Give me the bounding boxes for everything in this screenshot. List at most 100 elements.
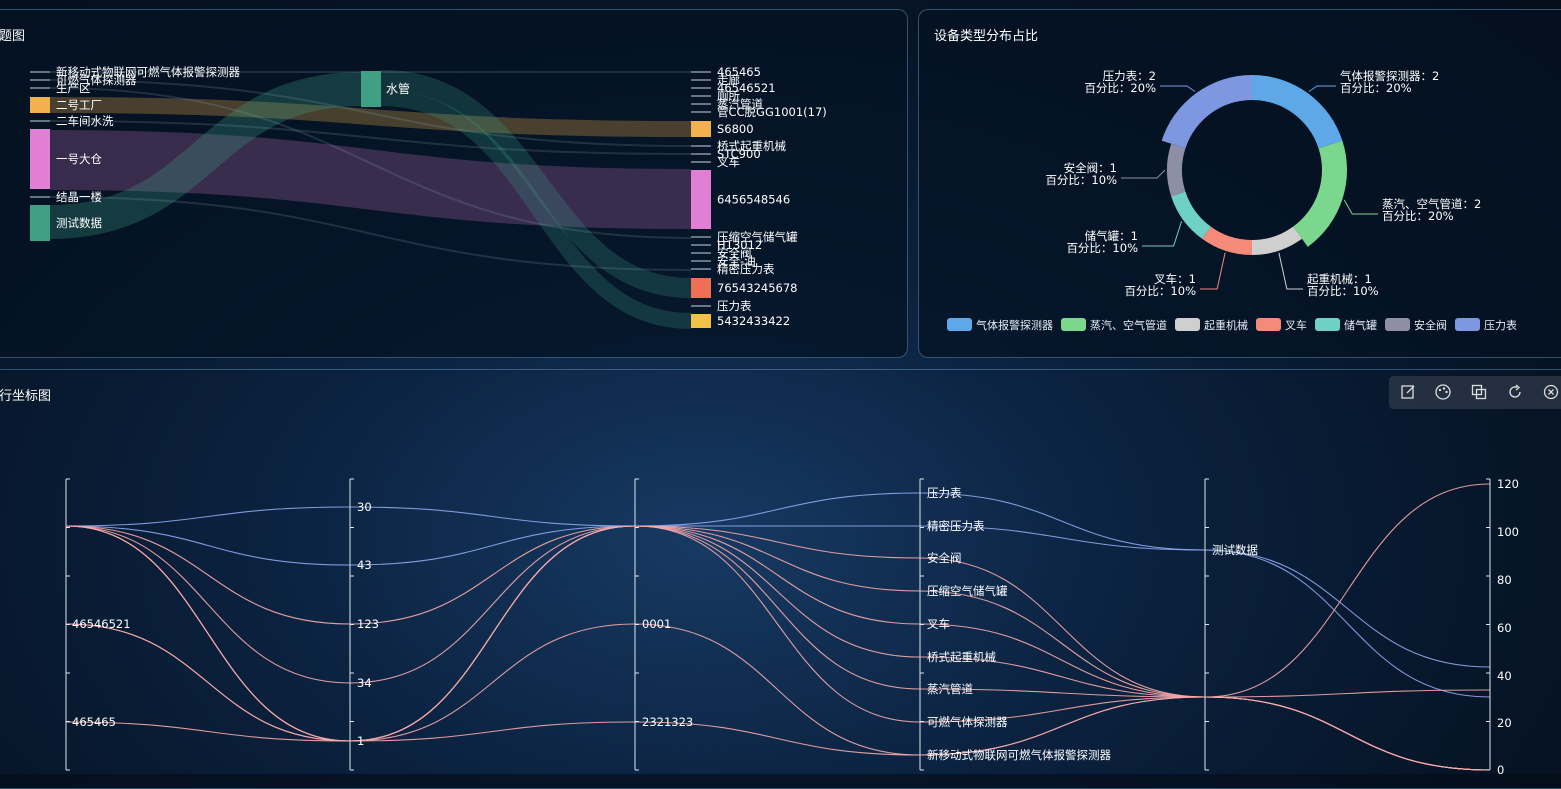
pie-label-line	[1142, 220, 1183, 247]
sankey-panel	[0, 9, 908, 358]
sankey-node[interactable]	[691, 170, 711, 229]
pie-chart: 气体报警探测器：2百分比：20%蒸汽、空气管道：2百分比：20%起重机械：1百分…	[1045, 69, 1481, 298]
pie-label-percent: 百分比：10%	[1066, 241, 1138, 255]
pie-label-line	[1121, 169, 1166, 179]
parallel-line[interactable]	[65, 492, 1491, 668]
axis-label: 0	[1497, 763, 1504, 774]
sankey-node[interactable]	[691, 121, 711, 137]
sankey-node-label: 厕所	[717, 89, 740, 103]
pie-label-name: 压力表：2	[1103, 69, 1156, 83]
pie-legend: 气体报警探测器 蒸汽、空气管道 起重机械 叉车 储气罐 安全阀 压力表	[947, 314, 1525, 332]
legend-swatch	[1175, 318, 1200, 331]
edit-icon[interactable]	[1399, 383, 1417, 401]
legend-swatch	[1385, 318, 1410, 331]
sankey-node[interactable]	[30, 97, 50, 113]
axis-label: 43	[357, 558, 372, 572]
sankey-node[interactable]	[30, 205, 50, 241]
axis-label: 桥式起重机械	[927, 650, 996, 664]
legend-label: 叉车	[1285, 319, 1307, 332]
pie-label-name: 气体报警探测器：2	[1340, 69, 1439, 83]
pie-slice[interactable]	[1293, 140, 1347, 247]
sankey-node-label: 结晶一楼	[56, 190, 102, 204]
toolbox	[1389, 376, 1561, 409]
pie-label-name: 叉车：1	[1154, 272, 1196, 286]
sankey-node[interactable]	[361, 71, 381, 107]
sankey-node-label: H13012	[717, 238, 762, 252]
axis-label: 精密压力表	[927, 519, 985, 533]
sankey-node-label: 精密压力表	[717, 262, 775, 276]
sankey-node-label: STC900	[717, 147, 761, 161]
legend-item[interactable]: 压力表	[1455, 317, 1517, 333]
axis-label: 46546521	[72, 617, 131, 631]
legend-swatch	[1061, 318, 1086, 331]
sankey-node-label: 76543245678	[717, 281, 797, 295]
pie-label-name: 安全阀：1	[1064, 161, 1117, 175]
sankey-node[interactable]	[30, 129, 50, 189]
legend-swatch	[1455, 318, 1480, 331]
pie-label-percent: 百分比：20%	[1084, 81, 1156, 95]
parallel-title: 行坐标图	[0, 389, 52, 404]
pie-label-line	[1278, 252, 1303, 290]
pie-slice[interactable]	[1252, 75, 1343, 149]
close-icon[interactable]	[1542, 383, 1560, 401]
sankey-node-label: 叉车	[717, 155, 740, 169]
refresh-icon[interactable]	[1506, 383, 1524, 401]
legend-item[interactable]: 安全阀	[1385, 317, 1447, 333]
parallel-line[interactable]	[65, 483, 1491, 756]
axis-label: 120	[1497, 477, 1519, 491]
axis-label: 0001	[642, 617, 671, 631]
legend-label: 起重机械	[1204, 319, 1248, 332]
sankey-node-label: 桥式起重机械	[717, 139, 786, 153]
pie-label-name: 起重机械：1	[1307, 272, 1372, 286]
palette-icon[interactable]	[1434, 383, 1452, 401]
sankey-node-label: S6800	[717, 122, 754, 136]
sankey-node-label: 压缩空气储气罐	[717, 230, 798, 244]
pie-label-line	[1160, 85, 1196, 92]
sankey-node-label: 46546521	[717, 81, 776, 95]
legend-item[interactable]: 气体报警探测器	[947, 317, 1053, 333]
sankey-node-label: 一号大仓	[56, 152, 102, 166]
pie-label-percent: 百分比：10%	[1307, 284, 1379, 298]
pie-label-percent: 百分比：20%	[1340, 81, 1412, 95]
sankey-node-label: 二车间水洗	[56, 114, 114, 128]
legend-item[interactable]: 储气罐	[1315, 317, 1377, 333]
parallel-line[interactable]	[65, 525, 1491, 698]
sankey-node-label: 465465	[717, 65, 761, 79]
legend-label: 蒸汽、空气管道	[1090, 319, 1167, 332]
pie-title: 设备类型分布占比	[934, 29, 1039, 44]
legend-item[interactable]: 叉车	[1256, 317, 1307, 333]
sankey-node-label: 走廊	[717, 73, 740, 87]
pie-slice[interactable]	[1161, 75, 1252, 149]
legend-swatch	[947, 318, 972, 331]
sankey-node-label: 管CC脱GG1001(17)	[717, 105, 827, 119]
parallel-line[interactable]	[65, 696, 1491, 771]
axis-label: 60	[1497, 621, 1512, 635]
pie-slice[interactable]	[1252, 226, 1302, 255]
sankey-node-label: 水管	[386, 81, 410, 96]
sankey-node-label: 蒸汽管道	[717, 97, 763, 111]
legend-item[interactable]: 蒸汽、空气管道	[1061, 317, 1167, 333]
sankey-node[interactable]	[691, 278, 711, 298]
sankey-node-label: 新移动式物联网可燃气体报警探测器	[56, 65, 240, 79]
pie-slice[interactable]	[1171, 191, 1211, 239]
sankey-node-label: 安全-油	[717, 254, 756, 268]
sankey-title: 题图	[0, 29, 26, 44]
axis-label: 40	[1497, 669, 1512, 683]
legend-label: 气体报警探测器	[976, 319, 1053, 332]
pie-slice[interactable]	[1167, 143, 1186, 197]
legend-item[interactable]: 起重机械	[1175, 317, 1248, 333]
axis-label: 465465	[72, 715, 116, 729]
axis-label: 100	[1497, 525, 1519, 539]
pie-label-line	[1308, 85, 1336, 92]
pie-slice[interactable]	[1202, 226, 1252, 255]
axis-label: 叉车	[927, 617, 950, 631]
sankey-node[interactable]	[691, 314, 711, 328]
legend-swatch	[1315, 318, 1340, 331]
sankey-node-label: 生产区	[56, 81, 91, 95]
legend-swatch	[1256, 318, 1281, 331]
sankey-node-label: 5432433422	[717, 314, 790, 328]
copy-icon[interactable]	[1470, 383, 1488, 401]
axis-label: 123	[357, 617, 379, 631]
legend-label: 安全阀	[1414, 319, 1447, 332]
axis-label: 可燃气体探测器	[927, 715, 1008, 729]
